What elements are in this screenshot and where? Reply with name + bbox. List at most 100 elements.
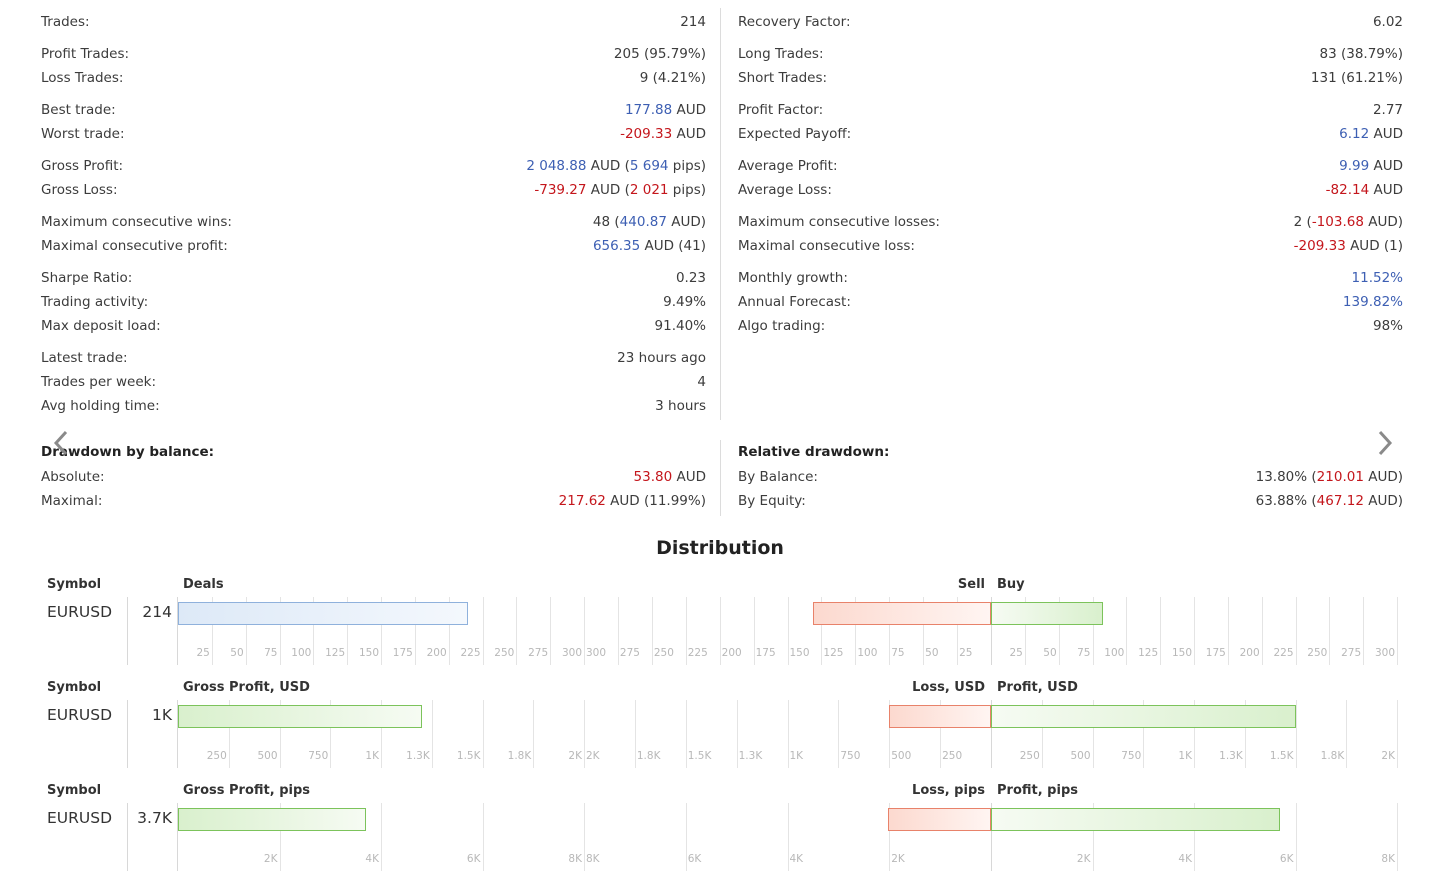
tick-label: 1K [1178,750,1192,762]
prev-button[interactable] [48,428,74,458]
value-part: AUD [672,126,706,142]
tick-label: 2K [1076,853,1091,865]
value-part: 98% [1372,318,1403,334]
tick-line [584,597,585,665]
stat-label: Profit Trades: [41,46,130,62]
tick-label: 1K [789,750,804,762]
stat-value: -209.33 AUD [620,126,706,142]
value-part: 214 [680,14,706,30]
next-button[interactable] [1372,428,1398,458]
tick-label: 150 [789,647,810,659]
stat-value: 214 [680,14,706,30]
tick-label: 1K [365,750,379,762]
stat-value: 91.40% [655,318,706,334]
stat-value: 48 (440.87 AUD) [593,214,706,230]
value-part: pips) [668,182,706,198]
tick-line [685,597,687,665]
tick-label: 500 [891,750,912,762]
drawdown-label: By Equity: [738,493,806,509]
stat-value: 83 (38.79%) [1320,46,1403,62]
stat-value: 11.52% [1352,270,1403,286]
stat-label: Expected Payoff: [738,126,852,142]
right-header-right: Buy [997,577,1025,592]
value-part: 3 hours [655,398,706,414]
tick-label: 1.8K [507,750,532,762]
stat-label: Annual Forecast: [738,294,851,310]
tick-label: 2K [586,750,600,762]
tick-line [245,597,247,665]
tick-line [431,700,433,768]
stat-label: Monthly growth: [738,270,848,286]
tick-label: 4K [365,853,379,865]
tick-label: 1.5K [687,750,712,762]
tick-line [1227,597,1229,665]
tick-line [482,597,484,665]
value-part: 2.77 [1372,102,1403,118]
tick-label: 50 [1043,647,1057,659]
tick-line [279,803,281,871]
tick-line [889,700,891,768]
tick-line [1092,803,1094,871]
tick-line [228,700,230,768]
tick-label: 50 [925,647,939,659]
tick-line [1160,597,1162,665]
tick-line [1295,803,1297,871]
stat-label: Gross Profit: [41,158,124,174]
row-separator [127,700,128,768]
tick-line [855,597,857,665]
tick-label: 4K [1178,853,1192,865]
tick-label: 125 [325,647,346,659]
tick-label: 75 [891,647,905,659]
stat-label: Best trade: [41,102,116,118]
value-part: 6.02 [1372,14,1403,30]
value-part: 9.99 [1339,158,1370,174]
tick-label: 8K [568,853,582,865]
value-part: 440.87 [619,214,667,230]
tick-label: 6K [1279,853,1294,865]
value-part: 9 (4.21%) [639,70,706,86]
tick-label: 1.8K [636,750,661,762]
stat-label: Max deposit load: [41,318,161,334]
right-header-right: Profit, USD [997,680,1078,695]
stat-label: Algo trading: [738,318,826,334]
value-part: 2 ( [1293,214,1312,230]
value-part: 139.82% [1342,294,1403,310]
tick-line [1041,700,1043,768]
total-bar [178,808,366,831]
tick-label: 275 [528,647,549,659]
tick-line [719,597,721,665]
value-part: -82.14 [1325,182,1370,198]
drawdown-value: 53.80 AUD [634,469,706,485]
tick-label: 750 [308,750,329,762]
tick-label: 8K [1381,853,1395,865]
left-header: Deals [183,577,224,592]
tick-line [821,597,823,665]
tick-line [414,597,416,665]
tick-line [533,700,535,768]
chevron-left-icon [53,430,68,456]
tick-label: 8K [586,853,600,865]
tick-line [736,700,738,768]
tick-line [787,597,789,665]
value-part: AUD) [1363,469,1403,485]
tick-line [685,803,687,871]
distribution-title: Distribution [656,537,784,559]
value-part: 6.12 [1339,126,1370,142]
tick-line [1092,700,1094,768]
tick-line [1143,700,1145,768]
stat-value: 9.99 AUD [1339,158,1403,174]
tick-line [1295,597,1297,665]
symbol-total: 1K [151,706,172,724]
axis-line [177,700,178,768]
tick-line [1092,597,1094,665]
stat-label: Maximum consecutive losses: [738,214,940,230]
stat-value: 656.35 AUD (41) [593,238,706,254]
tick-line [1295,700,1297,768]
value-part: AUD ( [586,182,630,198]
symbol-header: Symbol [47,783,102,798]
total-bar [178,705,422,728]
tick-label: 6K [466,853,481,865]
value-part: AUD) [1363,493,1403,509]
tick-line [787,700,789,768]
tick-line [1126,597,1128,665]
